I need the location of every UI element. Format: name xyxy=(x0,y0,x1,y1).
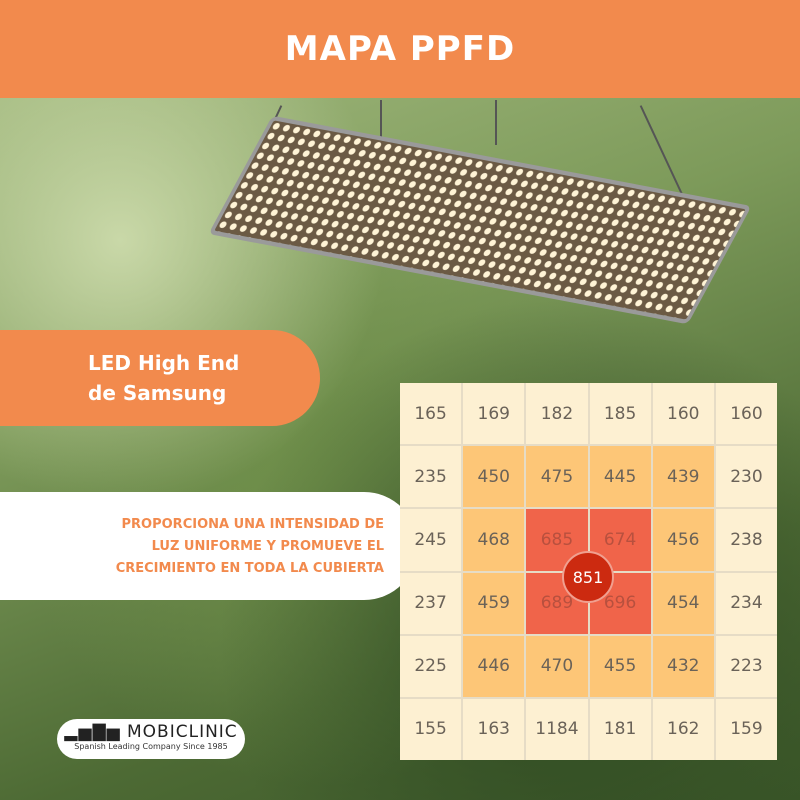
heatmap-cell: 163 xyxy=(463,698,525,760)
heatmap-cell: 234 xyxy=(715,572,777,634)
heatmap-cell: 159 xyxy=(715,698,777,760)
heatmap-cell: 245 xyxy=(400,509,462,571)
heatmap-cell: 230 xyxy=(715,446,777,508)
heatmap-cell: 439 xyxy=(652,446,714,508)
heatmap-cell: 446 xyxy=(463,635,525,697)
heatmap-cell: 169 xyxy=(463,383,525,445)
heatmap-cell: 160 xyxy=(652,383,714,445)
peak-value-marker: 851 xyxy=(562,551,614,603)
heatmap-cell: 225 xyxy=(400,635,462,697)
heatmap-cell: 182 xyxy=(526,383,588,445)
ppfd-heatmap: 165 169 182 185 160 160 235 450 475 445 439 230 245 4… xyxy=(400,383,777,760)
page-title: MAPA PPFD xyxy=(284,29,516,69)
hanging-wire xyxy=(495,100,497,145)
led-grow-light-image xyxy=(208,115,752,325)
brand-tagline: Spanish Leading Company Since 1985 xyxy=(74,742,228,751)
hanging-wire xyxy=(380,100,382,140)
heatmap-cell: 445 xyxy=(589,446,651,508)
heatmap-cell: 162 xyxy=(652,698,714,760)
equalizer-logo-icon: ▂▅▇▅ xyxy=(64,722,127,742)
heatmap-cell: 165 xyxy=(400,383,462,445)
claim-badge: PROPORCIONA UNA INTENSIDAD DE LUZ UNIFOR… xyxy=(0,492,418,600)
heatmap-cell: 455 xyxy=(589,635,651,697)
heatmap-cell: 454 xyxy=(652,572,714,634)
feature-badge: LED High End de Samsung xyxy=(0,330,320,426)
heatmap-cell: 185 xyxy=(589,383,651,445)
heatmap-cell: 238 xyxy=(715,509,777,571)
heatmap-cell: 155 xyxy=(400,698,462,760)
claim-line: PROPORCIONA UNA INTENSIDAD DE xyxy=(121,517,384,532)
heatmap-cell: 235 xyxy=(400,446,462,508)
heatmap-cell: 223 xyxy=(715,635,777,697)
heatmap-cell: 468 xyxy=(463,509,525,571)
header-banner: MAPA PPFD xyxy=(0,0,800,98)
heatmap-cell: 237 xyxy=(400,572,462,634)
heatmap-cell: 470 xyxy=(526,635,588,697)
heatmap-cell: 475 xyxy=(526,446,588,508)
heatmap-cell: 450 xyxy=(463,446,525,508)
heatmap-cell: 1184 xyxy=(526,698,588,760)
feature-line: de Samsung xyxy=(88,381,227,405)
brand-logo: ▂▅▇▅ MOBICLINIC Spanish Leading Company … xyxy=(57,719,245,759)
heatmap-cell: 432 xyxy=(652,635,714,697)
heatmap-cell: 456 xyxy=(652,509,714,571)
heatmap-cell: 181 xyxy=(589,698,651,760)
heatmap-cell: 459 xyxy=(463,572,525,634)
feature-line: LED High End xyxy=(88,351,240,375)
brand-name: MOBICLINIC xyxy=(127,722,238,742)
claim-line: CRECIMIENTO EN TODA LA CUBIERTA xyxy=(115,561,384,576)
claim-line: LUZ UNIFORME Y PROMUEVE EL xyxy=(151,539,384,554)
heatmap-cell: 160 xyxy=(715,383,777,445)
